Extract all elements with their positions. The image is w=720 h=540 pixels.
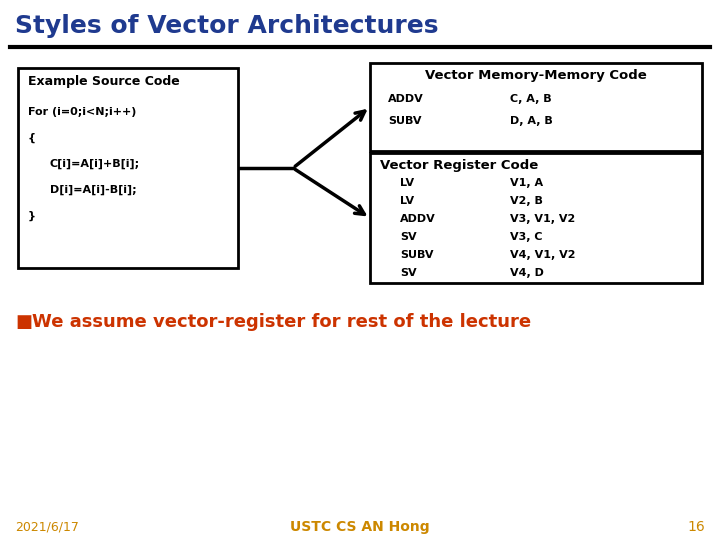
Text: LV: LV	[400, 196, 414, 206]
Text: 16: 16	[688, 520, 705, 534]
Text: C, A, B: C, A, B	[510, 94, 552, 104]
Text: V4, D: V4, D	[510, 268, 544, 278]
Text: V1, A: V1, A	[510, 178, 543, 188]
Text: V3, V1, V2: V3, V1, V2	[510, 214, 575, 224]
FancyBboxPatch shape	[370, 63, 702, 151]
Text: }: }	[28, 211, 36, 221]
Text: ADDV: ADDV	[400, 214, 436, 224]
Text: SUBV: SUBV	[400, 250, 433, 260]
Text: We assume vector-register for rest of the lecture: We assume vector-register for rest of th…	[32, 313, 531, 331]
Text: 2021/6/17: 2021/6/17	[15, 521, 79, 534]
Text: Vector Register Code: Vector Register Code	[380, 159, 539, 172]
FancyBboxPatch shape	[18, 68, 238, 268]
FancyBboxPatch shape	[370, 153, 702, 283]
Text: USTC CS AN Hong: USTC CS AN Hong	[290, 520, 430, 534]
Text: SV: SV	[400, 232, 417, 242]
Text: {: {	[28, 133, 36, 143]
Text: V4, V1, V2: V4, V1, V2	[510, 250, 575, 260]
Text: ■: ■	[15, 313, 32, 331]
Text: For (i=0;i<N;i++): For (i=0;i<N;i++)	[28, 107, 136, 117]
Text: C[i]=A[i]+B[i];: C[i]=A[i]+B[i];	[50, 159, 140, 169]
Text: Vector Memory-Memory Code: Vector Memory-Memory Code	[425, 70, 647, 83]
Text: SV: SV	[400, 268, 417, 278]
Text: LV: LV	[400, 178, 414, 188]
Text: SUBV: SUBV	[388, 116, 421, 126]
Text: ADDV: ADDV	[388, 94, 424, 104]
Text: V2, B: V2, B	[510, 196, 543, 206]
Text: D[i]=A[i]-B[i];: D[i]=A[i]-B[i];	[50, 185, 137, 195]
Text: Example Source Code: Example Source Code	[28, 76, 180, 89]
Text: Styles of Vector Architectures: Styles of Vector Architectures	[15, 14, 438, 38]
Text: V3, C: V3, C	[510, 232, 542, 242]
Text: D, A, B: D, A, B	[510, 116, 553, 126]
